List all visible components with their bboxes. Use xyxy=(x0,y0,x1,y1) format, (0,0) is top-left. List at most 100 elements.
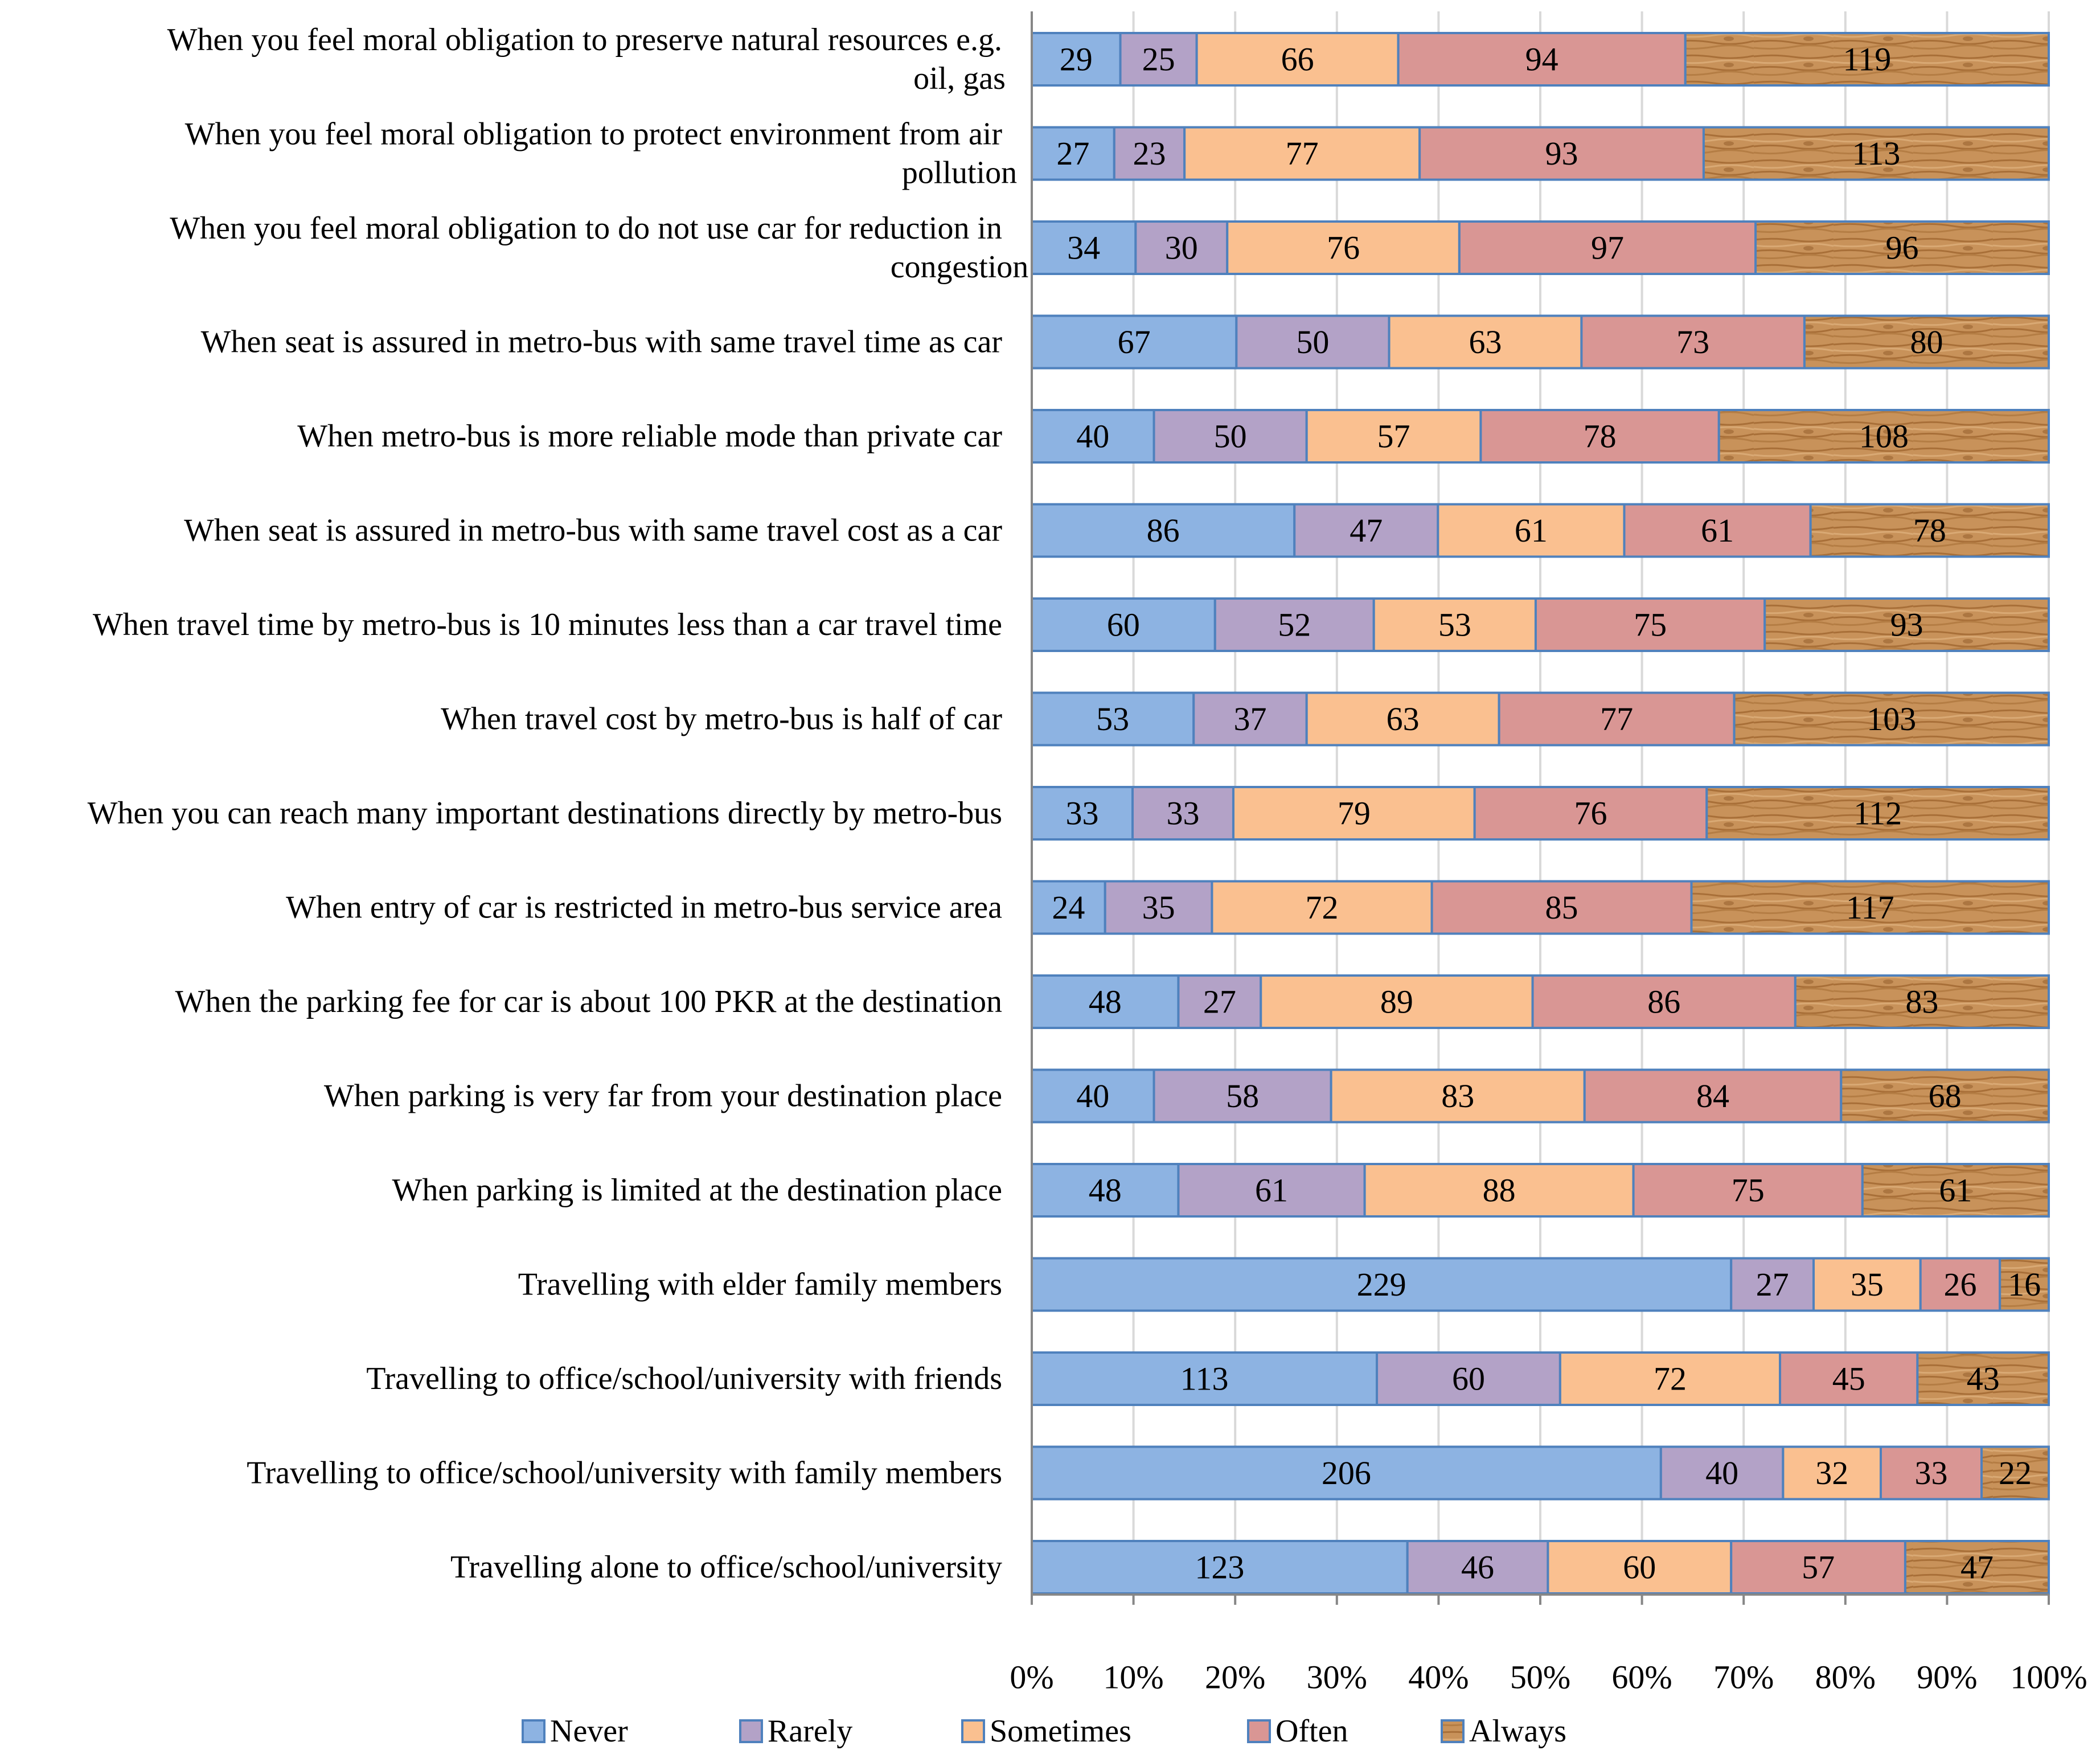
data-label-always: 108 xyxy=(1859,418,1909,455)
legend-label-never: Never xyxy=(550,1714,628,1749)
data-label-rarely: 61 xyxy=(1255,1172,1288,1209)
data-label-always: 93 xyxy=(1890,606,1923,644)
bar-segment-sometimes xyxy=(1782,1445,1882,1501)
legend-swatch-never xyxy=(522,1719,545,1743)
x-tick-label: 40% xyxy=(1408,1659,1469,1696)
category-label: Travelling to office/school/university w… xyxy=(366,1361,1002,1396)
data-label-never: 40 xyxy=(1076,418,1109,455)
bar-segment-often xyxy=(1779,1351,1919,1406)
data-label-often: 78 xyxy=(1584,418,1617,455)
data-label-sometimes: 77 xyxy=(1286,135,1319,172)
bar-segment-sometimes xyxy=(1305,409,1482,464)
data-label-rarely: 23 xyxy=(1133,135,1166,172)
bar-segment-sometimes xyxy=(1226,220,1461,275)
category-label: When parking is limited at the destinati… xyxy=(392,1173,1002,1208)
bar-segment-always xyxy=(1690,880,2050,935)
data-label-always: 119 xyxy=(1843,41,1891,78)
bar-segment-always xyxy=(1794,974,2050,1029)
x-tick-label: 60% xyxy=(1611,1659,1672,1696)
data-label-often: 45 xyxy=(1832,1360,1865,1398)
data-label-always: 22 xyxy=(1999,1454,2032,1491)
legend-swatch-rarely xyxy=(739,1719,763,1743)
data-label-never: 229 xyxy=(1357,1266,1406,1303)
bar-segment-rarely xyxy=(1293,503,1439,558)
data-label-rarely: 27 xyxy=(1203,983,1236,1021)
data-label-often: 75 xyxy=(1634,606,1667,644)
data-label-sometimes: 89 xyxy=(1380,983,1413,1021)
bar-segment-rarely xyxy=(1113,126,1186,181)
data-label-never: 86 xyxy=(1147,512,1180,549)
data-label-sometimes: 72 xyxy=(1306,889,1339,926)
bar-segment-sometimes xyxy=(1547,1540,1733,1595)
data-label-never: 206 xyxy=(1322,1454,1371,1491)
category-label: When seat is assured in metro-bus with s… xyxy=(201,325,1003,360)
data-label-always: 113 xyxy=(1852,135,1901,172)
data-label-rarely: 50 xyxy=(1214,418,1247,455)
x-tick-label: 70% xyxy=(1713,1659,1774,1696)
data-label-rarely: 33 xyxy=(1166,795,1199,832)
bar-segment-never xyxy=(1031,126,1115,181)
category-label: When the parking fee for car is about 10… xyxy=(175,984,1002,1019)
bar-segment-often xyxy=(1473,786,1708,841)
data-label-never: 24 xyxy=(1052,889,1085,926)
category-label: Travelling with elder family members xyxy=(518,1267,1002,1302)
legend-swatch-always xyxy=(1441,1719,1465,1743)
data-label-always: 112 xyxy=(1853,795,1902,832)
x-tick-label: 20% xyxy=(1205,1659,1265,1696)
category-label-line2: congestion xyxy=(891,249,1029,285)
data-label-often: 76 xyxy=(1574,795,1607,832)
data-label-often: 73 xyxy=(1676,323,1709,360)
data-label-sometimes: 35 xyxy=(1851,1266,1884,1303)
bar-segment-always xyxy=(1803,314,2050,370)
category-label: When parking is very far from your desti… xyxy=(324,1079,1002,1114)
bar-segment-always xyxy=(1733,691,2050,747)
data-label-sometimes: 66 xyxy=(1281,41,1314,78)
bar-segment-rarely xyxy=(1213,597,1375,652)
data-label-always: 43 xyxy=(1967,1360,2000,1398)
bar-segment-often xyxy=(1479,409,1720,464)
data-label-sometimes: 63 xyxy=(1469,323,1502,360)
data-label-never: 40 xyxy=(1076,1077,1109,1114)
bar-segment-always xyxy=(1754,220,2050,275)
data-label-often: 26 xyxy=(1943,1266,1976,1303)
bar-segment-always xyxy=(1809,503,2050,558)
data-label-always: 16 xyxy=(2008,1266,2041,1303)
data-label-always: 80 xyxy=(1910,323,1943,360)
legend-swatch-sometimes xyxy=(961,1719,985,1743)
legend-label-rarely: Rarely xyxy=(768,1714,852,1749)
data-label-always: 96 xyxy=(1886,230,1919,267)
bar-segment-often xyxy=(1458,220,1757,275)
segment-labels: 29 25 66 94 119 27 23 77 93 113 34 30 76 97 96 67 50 63 73… xyxy=(1052,41,2041,1586)
bar-segment-often xyxy=(1531,974,1797,1029)
bar-segment-rarely xyxy=(1134,220,1229,275)
data-label-often: 77 xyxy=(1600,700,1633,737)
bar-segment-sometimes xyxy=(1260,974,1534,1029)
data-label-never: 113 xyxy=(1180,1360,1229,1398)
legend-label-often: Often xyxy=(1275,1714,1348,1749)
data-label-sometimes: 83 xyxy=(1441,1077,1474,1114)
bar-segment-sometimes xyxy=(1305,691,1500,747)
category-label: Travelling to office/school/university w… xyxy=(247,1456,1002,1491)
data-label-often: 97 xyxy=(1591,230,1624,267)
bar-segment-rarely xyxy=(1104,880,1213,935)
data-label-rarely: 27 xyxy=(1756,1266,1789,1303)
category-label: When seat is assured in metro-bus with s… xyxy=(184,513,1002,548)
bar-segment-never xyxy=(1031,32,1122,87)
category-labels: When you feel moral obligation to preser… xyxy=(88,22,1029,1585)
data-label-rarely: 47 xyxy=(1350,512,1383,549)
bar-segment-always xyxy=(1702,126,2050,181)
bar-segment-sometimes xyxy=(1211,880,1433,935)
data-label-often: 84 xyxy=(1696,1077,1729,1114)
data-label-often: 94 xyxy=(1525,41,1558,78)
x-tick-label: 80% xyxy=(1815,1659,1876,1696)
bar-segment-never xyxy=(1031,1445,1662,1501)
data-label-rarely: 52 xyxy=(1278,606,1311,644)
bar-segment-often xyxy=(1418,126,1705,181)
bar-segment-never xyxy=(1031,1351,1379,1406)
data-label-sometimes: 79 xyxy=(1338,795,1371,832)
category-label: When metro-bus is more reliable mode tha… xyxy=(297,419,1002,454)
category-label: When travel cost by metro-bus is half of… xyxy=(441,702,1002,737)
bar-segment-never xyxy=(1031,1068,1155,1124)
bar-segment-rarely xyxy=(1152,409,1308,464)
x-tick-label: 10% xyxy=(1103,1659,1163,1696)
